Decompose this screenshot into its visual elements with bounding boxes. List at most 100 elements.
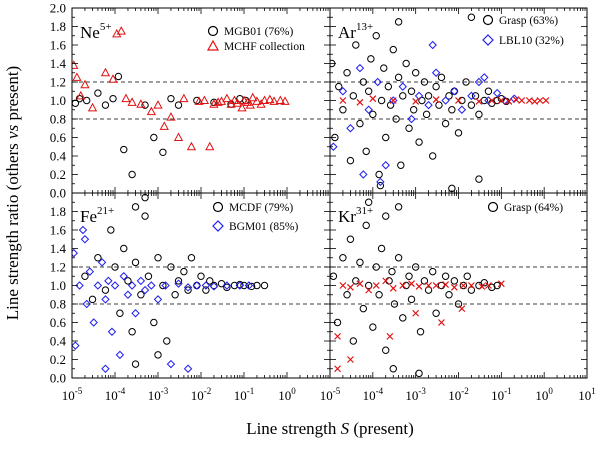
data-point bbox=[377, 96, 386, 105]
data-point bbox=[488, 97, 496, 104]
data-point bbox=[80, 235, 90, 244]
data-point bbox=[485, 282, 492, 289]
data-point bbox=[150, 133, 158, 142]
data-point bbox=[72, 341, 80, 350]
data-point bbox=[146, 106, 156, 116]
data-point bbox=[441, 119, 450, 128]
data-point bbox=[242, 97, 253, 106]
data-point bbox=[101, 101, 110, 109]
ion-label-fe: Fe21+ bbox=[80, 205, 114, 226]
data-point bbox=[199, 95, 210, 104]
data-point bbox=[416, 328, 425, 336]
data-point bbox=[127, 97, 137, 106]
data-point bbox=[397, 161, 405, 169]
data-point bbox=[432, 82, 440, 91]
data-point bbox=[407, 87, 416, 95]
data-point bbox=[478, 283, 486, 290]
x-tick-label: 10-5 bbox=[320, 386, 341, 403]
legend-marker-circle bbox=[212, 201, 224, 213]
data-point bbox=[512, 96, 520, 103]
data-point bbox=[420, 277, 429, 285]
data-point bbox=[382, 277, 390, 285]
data-point bbox=[505, 98, 513, 105]
data-point bbox=[382, 133, 390, 142]
data-point bbox=[120, 244, 128, 253]
data-point bbox=[455, 97, 462, 104]
data-point bbox=[76, 90, 86, 100]
data-point bbox=[407, 295, 416, 304]
data-point bbox=[376, 181, 385, 190]
data-point bbox=[222, 93, 232, 103]
data-point bbox=[422, 110, 431, 119]
data-point bbox=[364, 105, 373, 114]
data-point bbox=[372, 32, 380, 40]
data-point bbox=[525, 97, 533, 104]
data-point bbox=[335, 82, 343, 91]
data-point bbox=[216, 96, 227, 105]
legend-marker-circle bbox=[487, 201, 499, 213]
data-point bbox=[428, 40, 437, 50]
data-point bbox=[355, 63, 365, 73]
data-point bbox=[248, 92, 258, 102]
data-point bbox=[480, 96, 488, 105]
y-tick-label: 1.0 bbox=[50, 93, 66, 108]
data-point bbox=[389, 284, 397, 292]
x-tick-label: 10-3 bbox=[405, 386, 426, 403]
x-tick-label: 10-1 bbox=[234, 386, 255, 403]
y-tick-label: 0.2 bbox=[50, 352, 66, 367]
data-point bbox=[334, 332, 341, 340]
data-point bbox=[167, 94, 175, 103]
data-point bbox=[159, 281, 167, 290]
data-point bbox=[457, 105, 467, 114]
data-point bbox=[429, 267, 437, 276]
data-point bbox=[432, 96, 440, 103]
y-tick-label: 0.0 bbox=[50, 186, 66, 201]
data-point bbox=[140, 285, 150, 295]
data-point bbox=[435, 101, 443, 109]
y-tick-label: 0.0 bbox=[50, 371, 66, 386]
data-point bbox=[128, 328, 136, 336]
data-point bbox=[137, 291, 145, 299]
data-point bbox=[431, 68, 441, 77]
data-point bbox=[414, 91, 424, 101]
data-point bbox=[183, 364, 193, 373]
data-point bbox=[458, 96, 466, 105]
data-point bbox=[346, 124, 355, 133]
data-point bbox=[131, 309, 140, 318]
data-point bbox=[381, 161, 390, 170]
data-point bbox=[445, 92, 453, 100]
data-point bbox=[405, 272, 413, 280]
data-point bbox=[463, 272, 471, 280]
data-point bbox=[480, 279, 488, 287]
data-point bbox=[450, 87, 459, 96]
data-point bbox=[343, 291, 351, 299]
data-point bbox=[424, 92, 433, 100]
data-point bbox=[72, 72, 82, 81]
data-point bbox=[369, 323, 377, 331]
data-point bbox=[359, 170, 368, 179]
data-point bbox=[467, 101, 476, 109]
data-point bbox=[359, 304, 368, 313]
data-point bbox=[72, 60, 79, 69]
data-point bbox=[394, 254, 403, 262]
data-point bbox=[377, 244, 386, 253]
data-point bbox=[437, 73, 446, 82]
data-point bbox=[187, 254, 196, 262]
data-point bbox=[161, 281, 170, 290]
data-point bbox=[260, 281, 269, 290]
data-point bbox=[424, 286, 433, 294]
data-point bbox=[380, 64, 388, 72]
data-point bbox=[424, 100, 433, 110]
x-tick-label: 10-4 bbox=[105, 386, 126, 403]
data-point bbox=[116, 26, 126, 35]
legend-ne: MGB01 (76%) MCHF collection bbox=[206, 25, 305, 53]
data-point bbox=[356, 280, 364, 288]
ion-label-ne: Ne5+ bbox=[80, 21, 112, 42]
data-point bbox=[362, 147, 370, 156]
data-point bbox=[410, 106, 418, 114]
data-point bbox=[232, 98, 242, 107]
data-point bbox=[389, 365, 397, 373]
data-point bbox=[475, 175, 483, 183]
